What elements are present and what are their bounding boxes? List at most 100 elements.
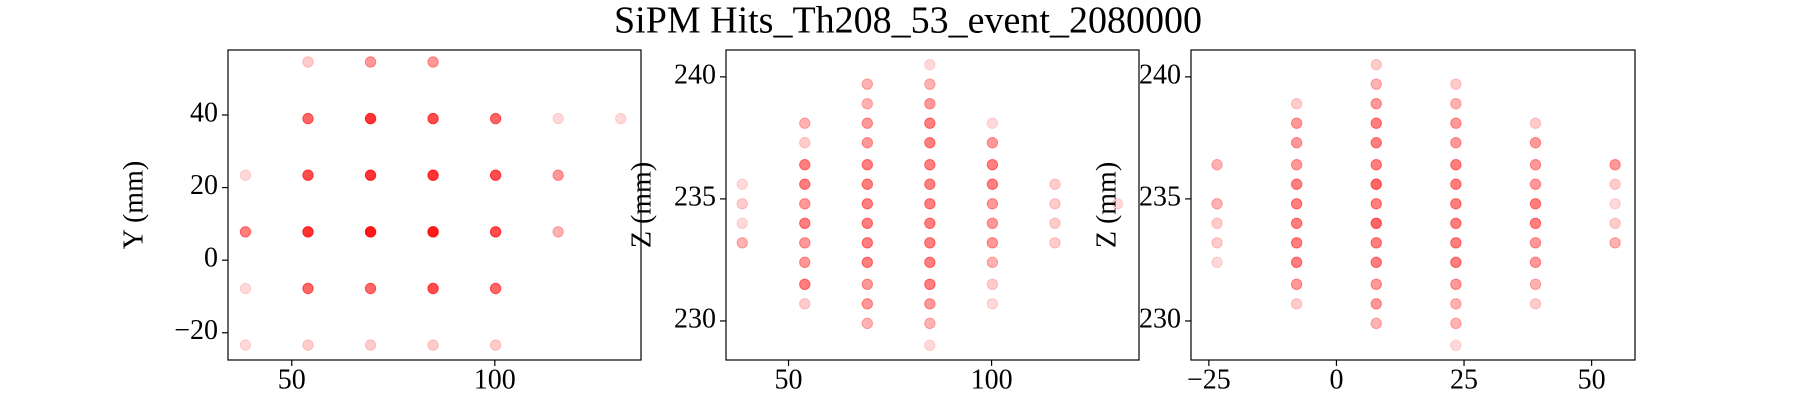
x-tick-label: 100 <box>971 364 1013 395</box>
x-tick-label: 50 <box>775 364 803 395</box>
hit-point <box>1529 256 1542 269</box>
hit-point <box>1609 198 1621 210</box>
hit-point <box>1450 137 1462 149</box>
hit-point <box>861 178 874 190</box>
hit-point <box>799 237 811 249</box>
hit-point <box>489 226 502 238</box>
hit-point <box>1370 256 1382 269</box>
hit-point <box>1290 178 1303 190</box>
hit-point <box>924 58 936 71</box>
hit-point <box>1049 198 1061 210</box>
hit-point <box>1111 198 1124 210</box>
hit-point <box>302 339 314 351</box>
hit-point <box>799 256 811 269</box>
hit-point <box>799 217 811 230</box>
hit-point <box>924 78 936 90</box>
hit-point <box>924 198 936 210</box>
hit-point <box>552 226 564 238</box>
hit-point <box>427 56 439 68</box>
hit-point <box>1529 178 1542 190</box>
hit-point <box>924 317 936 330</box>
hit-point <box>1370 178 1382 190</box>
hit-point <box>364 282 377 295</box>
hit-point <box>799 159 811 171</box>
hit-point <box>1450 339 1462 352</box>
hit-point <box>302 282 314 295</box>
hit-point <box>1370 278 1382 291</box>
hit-point <box>364 112 377 125</box>
hit-point <box>861 217 874 230</box>
hit-point <box>861 198 874 210</box>
hit-point <box>1370 317 1382 330</box>
hit-point <box>861 298 874 310</box>
hit-point <box>1450 237 1462 249</box>
hit-point <box>1450 317 1462 330</box>
hit-point <box>1450 178 1462 190</box>
hit-point <box>552 112 564 125</box>
hit-point <box>239 282 252 295</box>
hit-point <box>1211 237 1223 249</box>
hit-point <box>1290 217 1303 230</box>
hit-point <box>1211 217 1223 230</box>
hit-point <box>799 137 811 149</box>
hit-point <box>861 159 874 171</box>
hit-point <box>364 339 377 351</box>
hit-point <box>239 339 252 351</box>
hit-point <box>1290 256 1303 269</box>
hit-point <box>427 339 439 351</box>
hit-point <box>986 137 999 149</box>
hit-point <box>924 178 936 190</box>
hit-point <box>799 117 811 129</box>
x-tick-label: 50 <box>1578 364 1606 395</box>
subplot: 50 100 230 235 240 Z (mm) <box>626 49 1140 395</box>
hit-point <box>302 56 314 68</box>
hit-point <box>489 112 502 125</box>
hit-point <box>1529 217 1542 230</box>
hit-point <box>1450 98 1462 110</box>
x-tick-label: 25 <box>1450 364 1478 395</box>
hit-point <box>1609 159 1621 171</box>
hit-point <box>1290 198 1303 210</box>
hit-point <box>489 282 502 295</box>
hit-point <box>924 237 936 249</box>
hit-point <box>1290 159 1303 171</box>
hit-point <box>799 178 811 190</box>
hit-point <box>1450 278 1462 291</box>
hit-point <box>799 278 811 291</box>
hit-point <box>239 226 252 238</box>
y-axis-label: Z (mm) <box>626 162 657 248</box>
hit-point <box>736 198 748 210</box>
x-tick-label: 100 <box>474 364 516 395</box>
hit-point <box>861 237 874 249</box>
hit-point <box>427 226 439 238</box>
hit-point <box>924 98 936 110</box>
hit-point <box>924 217 936 230</box>
hit-point <box>1290 117 1303 129</box>
x-tick-label: 0 <box>1329 364 1343 395</box>
hit-point <box>1370 159 1382 171</box>
hit-point <box>1370 98 1382 110</box>
axes-frame <box>1190 49 1636 361</box>
hit-point <box>986 198 999 210</box>
hit-point <box>1529 198 1542 210</box>
hit-point <box>1370 237 1382 249</box>
hit-point <box>1450 217 1462 230</box>
x-tick-label: −25 <box>1187 364 1231 395</box>
x-tick-label: 50 <box>278 364 306 395</box>
y-axis-label: Z (mm) <box>1091 162 1122 248</box>
y-tick-label: −20 <box>174 315 218 346</box>
hit-point <box>364 169 377 181</box>
hit-point <box>302 112 314 125</box>
hit-point <box>1370 198 1382 210</box>
hit-point <box>986 256 999 269</box>
hit-point <box>1049 237 1061 249</box>
y-tick-label: 235 <box>1139 181 1181 212</box>
hit-point <box>1370 298 1382 310</box>
hit-point <box>1609 217 1621 230</box>
hit-point <box>302 226 314 238</box>
subplot: 50 100 −20 0 20 40 Y (mm) <box>118 49 642 395</box>
hit-point <box>364 56 377 68</box>
hit-point <box>614 112 627 125</box>
